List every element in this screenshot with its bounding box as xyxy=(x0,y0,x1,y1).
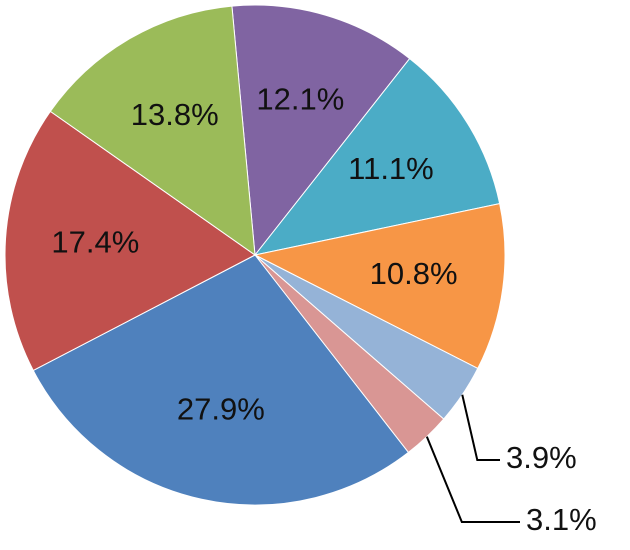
pie-slice xyxy=(253,57,501,256)
pie-slice xyxy=(49,5,256,257)
pie-slice xyxy=(253,203,506,370)
data-label: 3.9% xyxy=(506,440,577,475)
data-label: 3.1% xyxy=(526,502,597,537)
pie-slice xyxy=(32,254,410,506)
data-label: 10.8% xyxy=(370,256,458,291)
data-label: 12.1% xyxy=(256,82,344,117)
pie-slice xyxy=(231,4,411,257)
data-label: 11.1% xyxy=(348,151,434,186)
leader-line xyxy=(461,394,500,461)
data-label: 13.8% xyxy=(131,97,219,132)
data-label: 27.9% xyxy=(177,392,265,427)
leader-line xyxy=(425,436,520,523)
pie-slice xyxy=(4,110,256,372)
data-label: 17.4% xyxy=(51,225,139,260)
